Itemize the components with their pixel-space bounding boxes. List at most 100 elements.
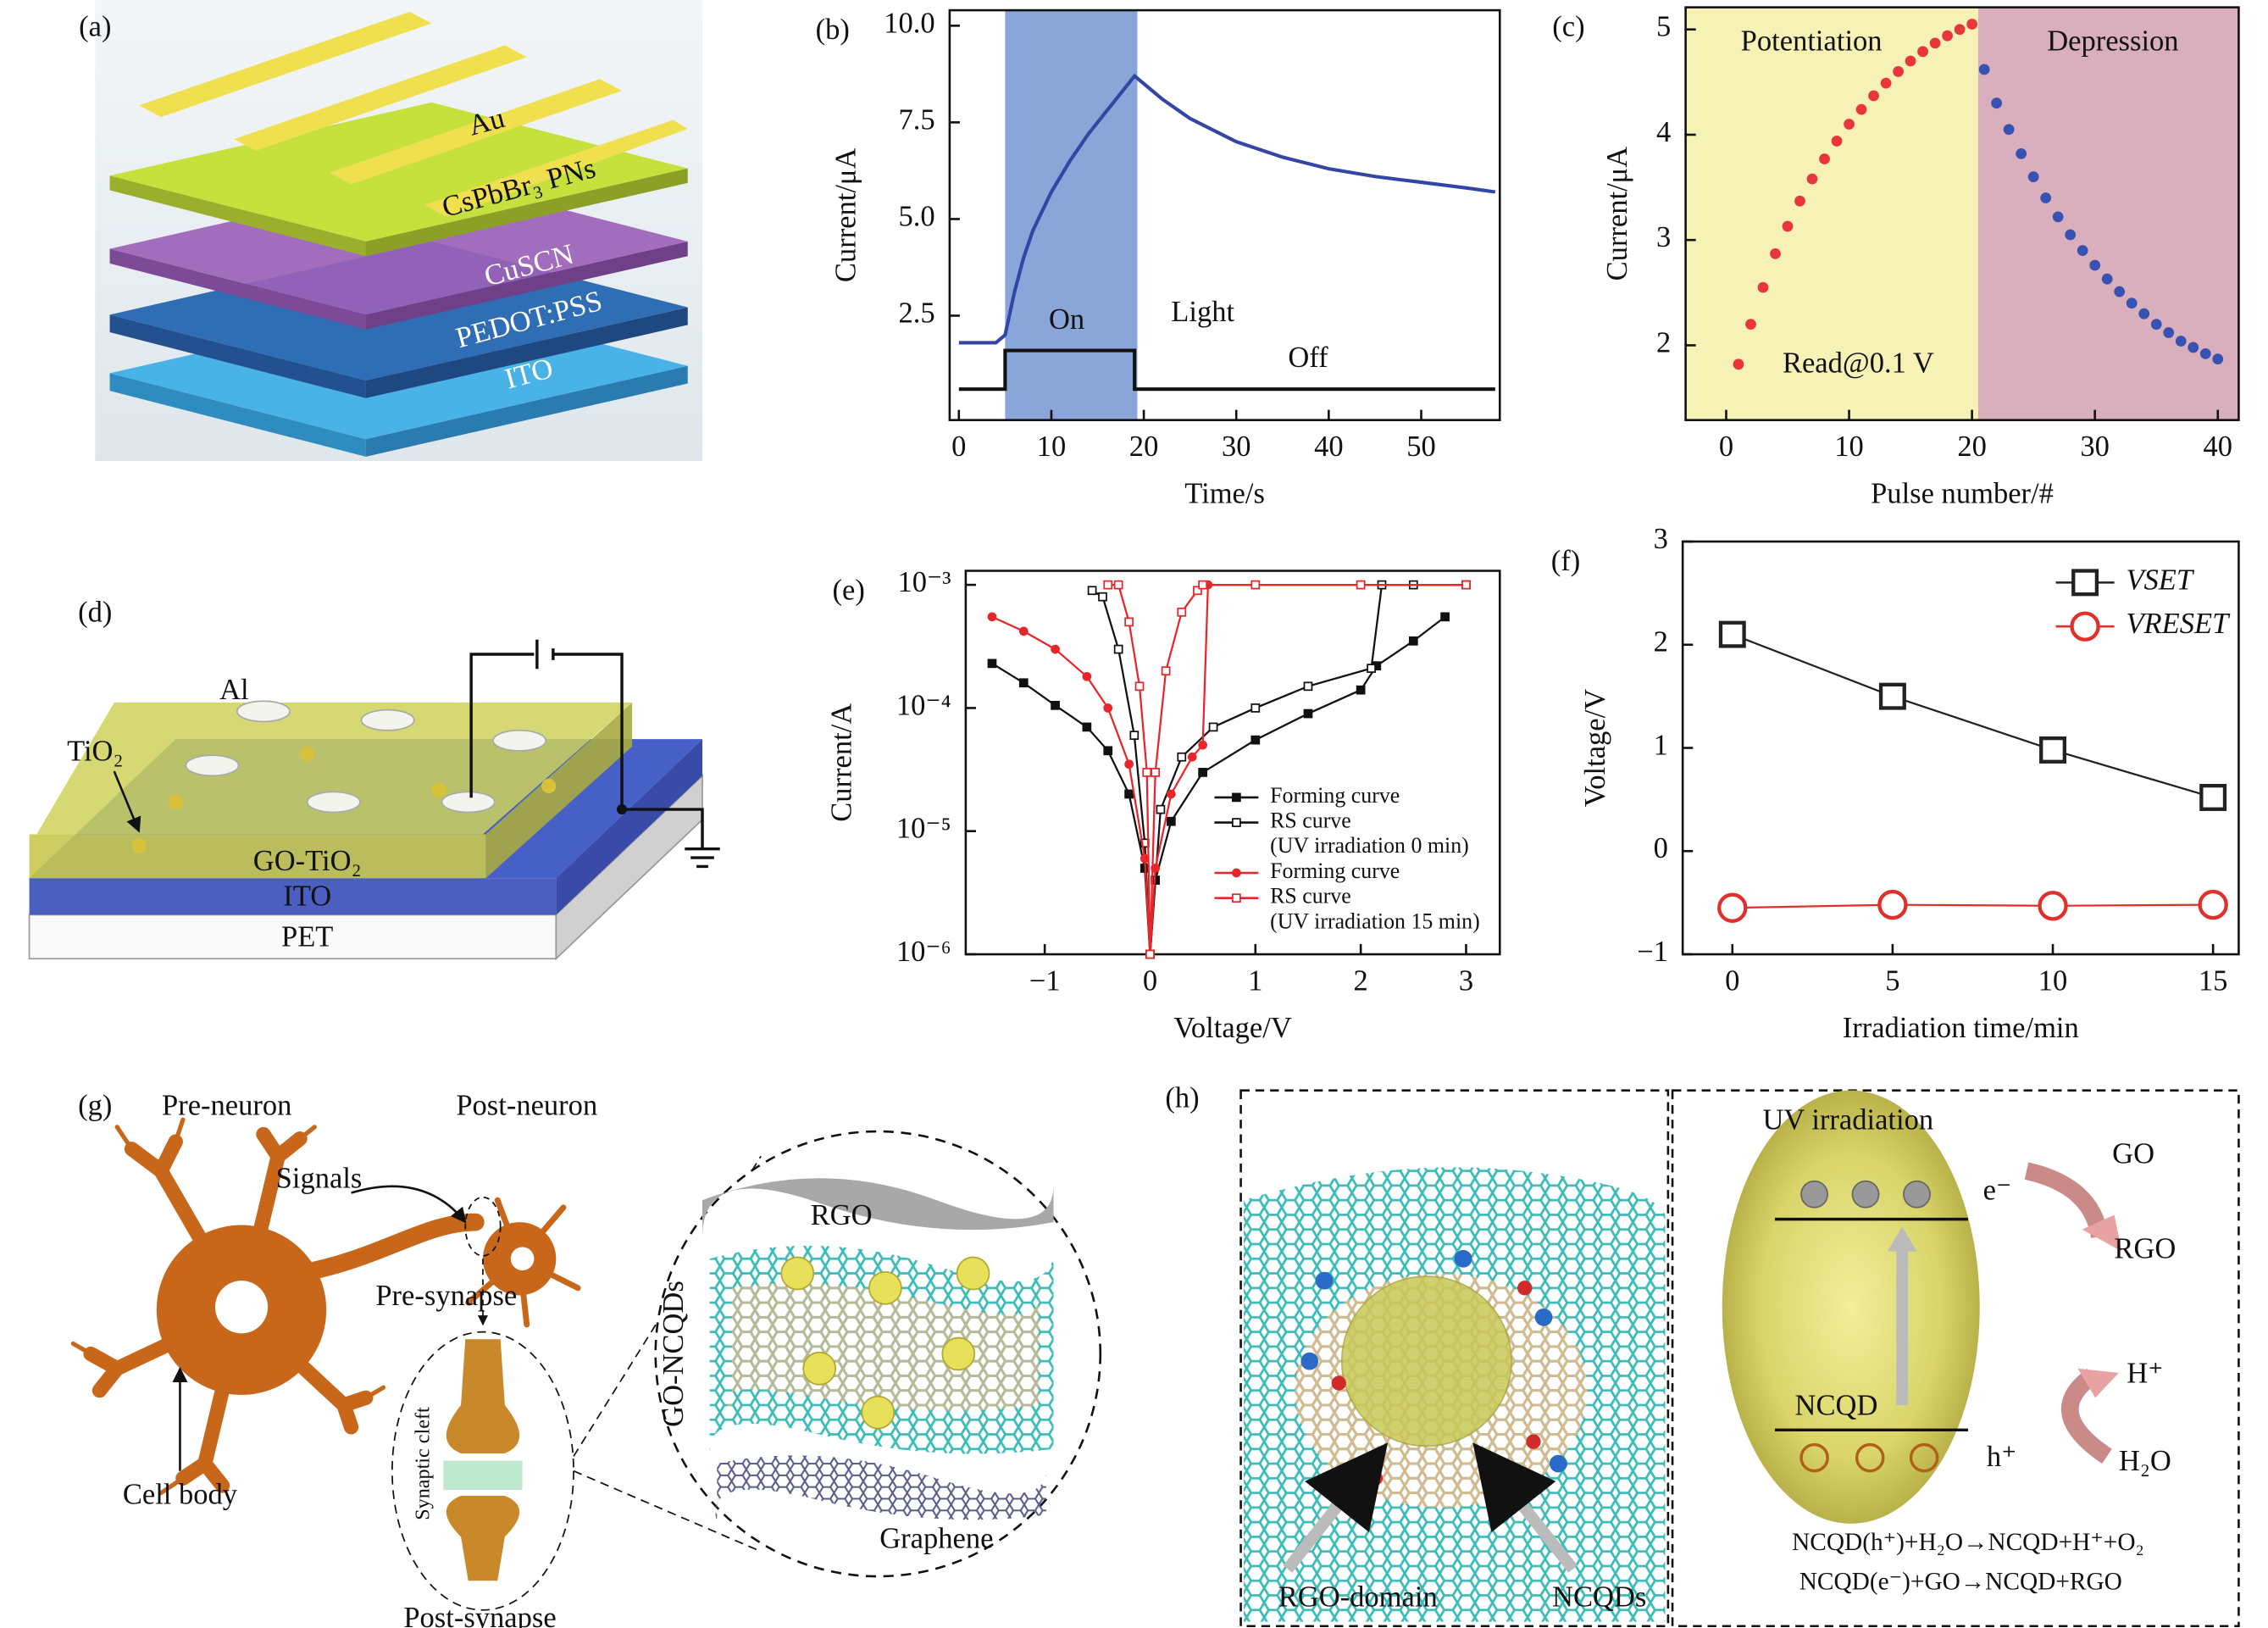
mechanism-labels-text: e⁻ (1983, 1174, 2012, 1206)
neuron-labels-text: RGO (811, 1199, 873, 1231)
neuron-labels-text: Signals (276, 1163, 363, 1195)
annotation: Potentiation (1741, 25, 1883, 58)
marker (1098, 592, 1107, 602)
x-tick-label: 0 (1719, 431, 1733, 463)
legend-label: RS curve (1270, 884, 1351, 908)
mechanism-labels-text: RGO-domain (1278, 1581, 1438, 1614)
mechanism-g-circle (1549, 1454, 1567, 1473)
annotation: Off (1288, 342, 1328, 374)
marker (1113, 580, 1123, 590)
neuron-bodies-ellipse (464, 1196, 502, 1257)
marker (1051, 700, 1060, 710)
marker (1232, 792, 1241, 803)
marker (1831, 136, 1843, 147)
x-tick-label: 0 (951, 431, 966, 463)
memristor-device-polygon (485, 702, 633, 879)
marker (1134, 681, 1145, 692)
marker (1250, 580, 1261, 590)
marker (1113, 644, 1123, 654)
y-tick-label: 10⁻⁴ (896, 689, 951, 721)
mechanism-labels-text: NCQD (1795, 1389, 1878, 1421)
mechanism-path (2060, 1369, 2112, 1464)
marker (2212, 353, 2224, 364)
legend-note: (UV irradiation 15 min) (1270, 908, 1480, 933)
device-stack-polygon (109, 314, 366, 398)
y-tick-label: 5.0 (898, 200, 934, 232)
mechanism-line (1472, 1442, 1578, 1573)
legend-label: Forming curve (1270, 783, 1400, 808)
y-axis-label: Voltage/V (1579, 689, 1611, 807)
series-line (958, 73, 1496, 345)
neuron-bodies-circle (214, 1281, 269, 1334)
marker (1124, 759, 1134, 770)
y-tick-label: 10.0 (884, 7, 934, 39)
chart: 0 10 20 30 40 2 3 4 5 Potentiation Depression Read@… (1552, 6, 2240, 509)
panel-labels-text: (a) (79, 10, 111, 42)
plot-frame (948, 8, 1501, 421)
marker (1129, 731, 1140, 741)
neuron-bodies-g-circle (868, 1270, 902, 1305)
neuron-labels-text: Pre-synapse (375, 1280, 517, 1312)
device-stack-polygon (424, 119, 688, 217)
x-tick-label: 20 (1957, 431, 1987, 463)
memristor-device-g-circle (541, 778, 557, 794)
x-tick-label: 1 (1248, 965, 1262, 997)
marker (1232, 893, 1241, 903)
neuron-labels-text: Cell body (123, 1479, 238, 1511)
marker (1978, 64, 1990, 75)
neuron-bodies-path (446, 1339, 520, 1453)
marker (1142, 768, 1152, 777)
x-tick-label: 0 (1725, 965, 1739, 997)
marker (1145, 949, 1155, 959)
marker (1198, 768, 1207, 777)
marker (987, 658, 997, 669)
marker (2175, 336, 2187, 347)
marker (1051, 644, 1060, 654)
x-axis-label: Voltage/V (1173, 1012, 1291, 1044)
legend-label: Forming curve (1270, 858, 1400, 883)
x-tick-label: −1 (1029, 965, 1061, 997)
mechanism-g-circle (1331, 1375, 1346, 1391)
marker (2126, 297, 2138, 309)
y-tick-label: 10⁻⁵ (896, 813, 951, 845)
mechanism-path (2077, 1368, 2119, 1398)
marker (1303, 681, 1313, 692)
neuron-bodies-path (715, 1455, 1047, 1523)
device-stack-polygon (365, 307, 688, 398)
mechanism-g (1800, 1180, 1931, 1208)
neuron-bodies-path (702, 1178, 1054, 1237)
marker (2138, 308, 2150, 319)
plot-frame (964, 570, 1501, 956)
panel-labels: (a) (d) (g) (h) (78, 10, 1199, 1121)
neurons-path (70, 1117, 386, 1496)
device-stack (95, 0, 703, 462)
marker (1018, 626, 1029, 636)
x-tick-label: 30 (2080, 431, 2110, 463)
mechanism-labels: UV irradiation GO e⁻ RGO H⁺ NCQD h⁺ H₂O … (1278, 1104, 2177, 1614)
marker (2089, 259, 2101, 271)
mechanism-labels-text: NCQD(e⁻)+GO→NCQD+RGO (1799, 1568, 2122, 1595)
marker (1193, 586, 1202, 596)
marker (1082, 722, 1092, 732)
y-tick-label: 7.5 (898, 103, 934, 136)
mechanism-g-circle (1315, 1271, 1334, 1290)
marker (1877, 889, 1908, 920)
series-line (1732, 633, 2214, 799)
x-tick-label: 30 (1222, 431, 1251, 463)
x-tick-label: 20 (1129, 431, 1159, 463)
panel-label: (f) (1551, 545, 1581, 577)
mechanism-g-circle (1909, 1442, 1939, 1473)
legend-label: VRESET (2126, 608, 2231, 640)
device-stack-polygon (109, 373, 366, 457)
y-tick-label: 3 (1654, 523, 1668, 555)
memristor-device-g-circle (431, 782, 446, 798)
device-labels-text: Al (219, 674, 249, 706)
marker (1367, 664, 1376, 673)
marker (1893, 66, 1904, 77)
memristor-device-g-ellipse (236, 700, 291, 723)
marker (1166, 789, 1176, 799)
mechanism-g-circle (1300, 1352, 1319, 1370)
legend-label: VSET (2126, 564, 2194, 596)
neuron-bodies-g-circle (956, 1256, 990, 1291)
